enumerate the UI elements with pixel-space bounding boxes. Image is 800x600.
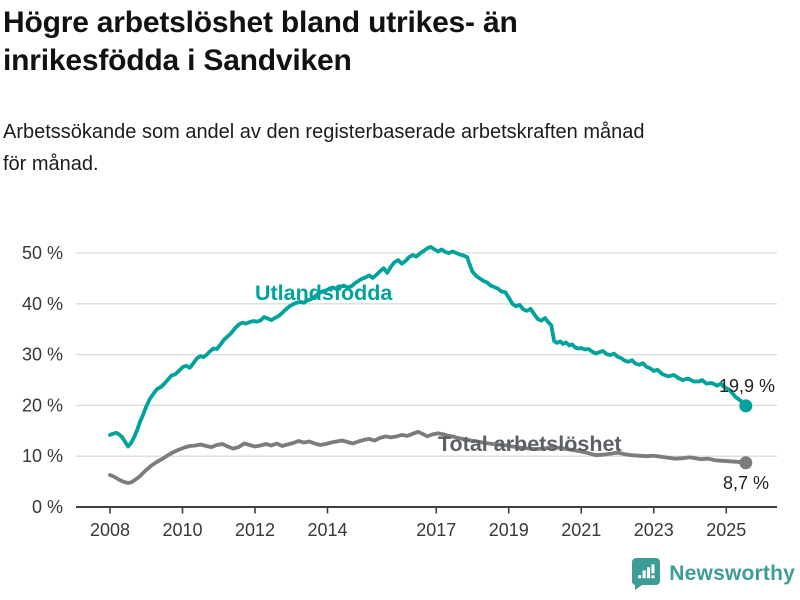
subtitle-line-1: Arbetssökande som andel av den registerb… bbox=[3, 121, 645, 143]
x-tick-label-2023: 2023 bbox=[634, 520, 674, 540]
x-tick-label-2008: 2008 bbox=[90, 520, 130, 540]
title-line-2: inrikesfödda i Sandviken bbox=[3, 44, 352, 77]
series-label-utlandsf-dda: Utlandsfödda bbox=[255, 281, 393, 305]
x-tick-label-2010: 2010 bbox=[162, 520, 202, 540]
y-tick-label-40: 40 % bbox=[22, 294, 63, 314]
series-line-total-arbetsl-shet bbox=[108, 429, 748, 486]
newsworthy-logo: Newsworthy bbox=[631, 557, 795, 591]
series-line-utlandsf-dda bbox=[108, 244, 748, 449]
x-tick-label-2017: 2017 bbox=[416, 520, 456, 540]
chart-subtitle: Arbetssökande som andel av den registerb… bbox=[3, 116, 645, 180]
newsworthy-bar-chart-bubble-icon bbox=[632, 558, 661, 590]
series-end-dot-utlandsf-dda bbox=[739, 399, 753, 413]
subtitle-line-2: för månad. bbox=[3, 153, 99, 175]
y-tick-label-10: 10 % bbox=[22, 446, 63, 466]
page-title: Högre arbetslöshet bland utrikes- än inri… bbox=[3, 4, 518, 80]
y-tick-label-0: 0 % bbox=[32, 497, 63, 517]
newsworthy-wordmark: Newsworthy bbox=[669, 562, 795, 585]
x-tick-label-2014: 2014 bbox=[307, 520, 347, 540]
x-tick-label-2021: 2021 bbox=[561, 520, 601, 540]
title-line-1: Högre arbetslöshet bland utrikes- än bbox=[3, 6, 518, 39]
y-tick-label-30: 30 % bbox=[22, 345, 63, 365]
y-tick-label-50: 50 % bbox=[22, 243, 63, 263]
series-end-value-total-arbetsl-shet: 8,7 % bbox=[723, 473, 769, 493]
series-end-value-utlandsf-dda: 19,9 % bbox=[719, 376, 775, 396]
y-tick-label-20: 20 % bbox=[22, 395, 63, 415]
x-tick-label-2025: 2025 bbox=[706, 520, 746, 540]
series-end-dot-total-arbetsl-shet bbox=[739, 456, 753, 470]
x-tick-label-2019: 2019 bbox=[489, 520, 529, 540]
series-label-total-arbetsl-shet: Total arbetslöshet bbox=[438, 432, 622, 456]
x-tick-label-2012: 2012 bbox=[235, 520, 275, 540]
